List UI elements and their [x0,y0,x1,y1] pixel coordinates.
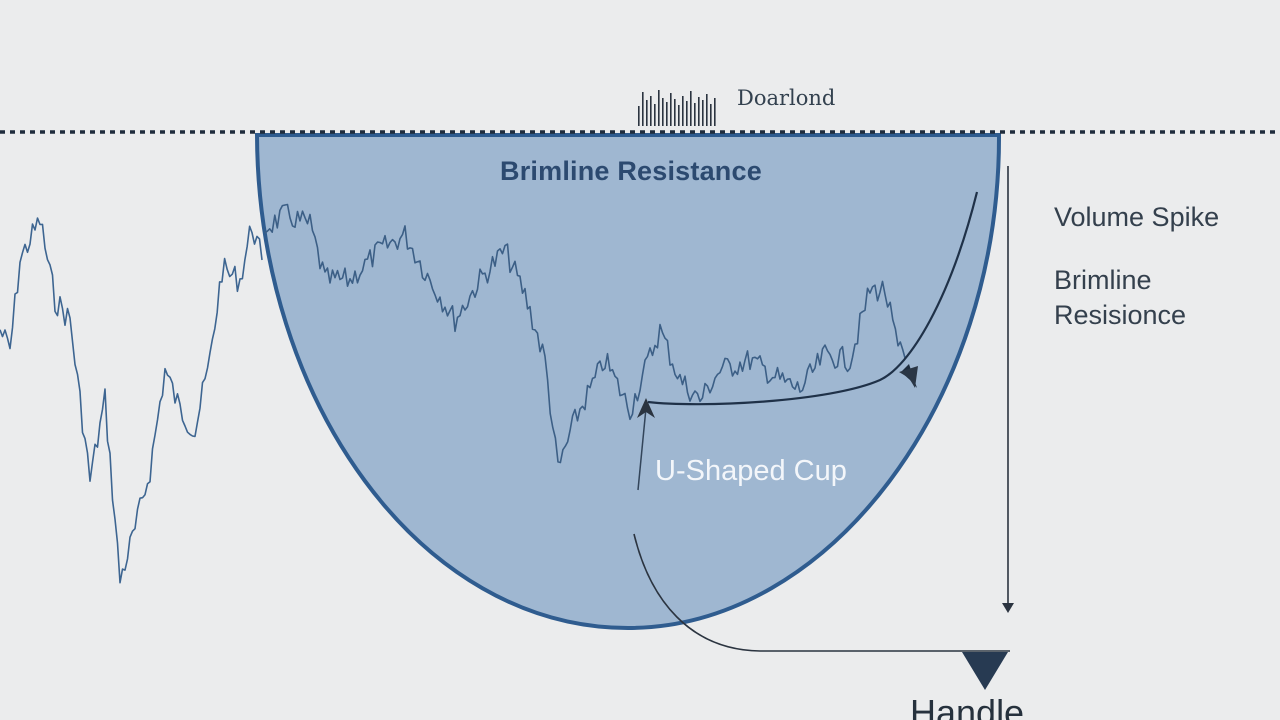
volume-spike-label: Volume Spike [1054,202,1220,232]
volume-bar [686,101,688,126]
brimline-resistance-line-2: Resisionce [1054,300,1187,330]
volume-bar [694,103,696,126]
volume-bar [710,104,712,126]
volume-bar [666,102,668,126]
volume-bar [714,98,716,126]
volume-bar [690,91,692,126]
arrow-up-line [637,407,647,491]
price-line-outside [0,217,263,584]
volume-bar [638,106,640,126]
volume-bar [642,92,644,126]
handle-label: Handle [910,692,1025,720]
price-line-inside [261,203,906,464]
brimline-resistance-label: Brimline Resisionce [1054,263,1186,333]
brimline-resistance-line-1: Brimline [1054,265,1152,295]
cup-base-curve [647,191,979,406]
u-shaped-cup [254,133,1002,631]
top-badge-label: Doarlond [737,86,836,110]
cup-label: U-Shaped Cup [655,455,847,487]
volume-bar [646,100,648,126]
volume-bar [650,96,652,126]
volume-bars-icon [638,90,716,126]
arrow-right-head-icon-2 [899,366,918,388]
volume-bar [706,94,708,126]
volume-bar [682,96,684,126]
triangle-down-icon [962,652,1008,690]
depth-measure-arrow-icon [1002,603,1014,613]
volume-bar [658,90,660,126]
volume-bar [678,105,680,126]
volume-bar [654,104,656,126]
arrow-up-head-icon [637,398,655,418]
volume-bar [702,100,704,126]
volume-bar [674,99,676,126]
volume-bar [662,98,664,126]
handle-curve [633,533,1010,652]
cup-title: Brimline Resistance [500,156,762,186]
volume-bar [698,97,700,126]
volume-bar [670,93,672,126]
